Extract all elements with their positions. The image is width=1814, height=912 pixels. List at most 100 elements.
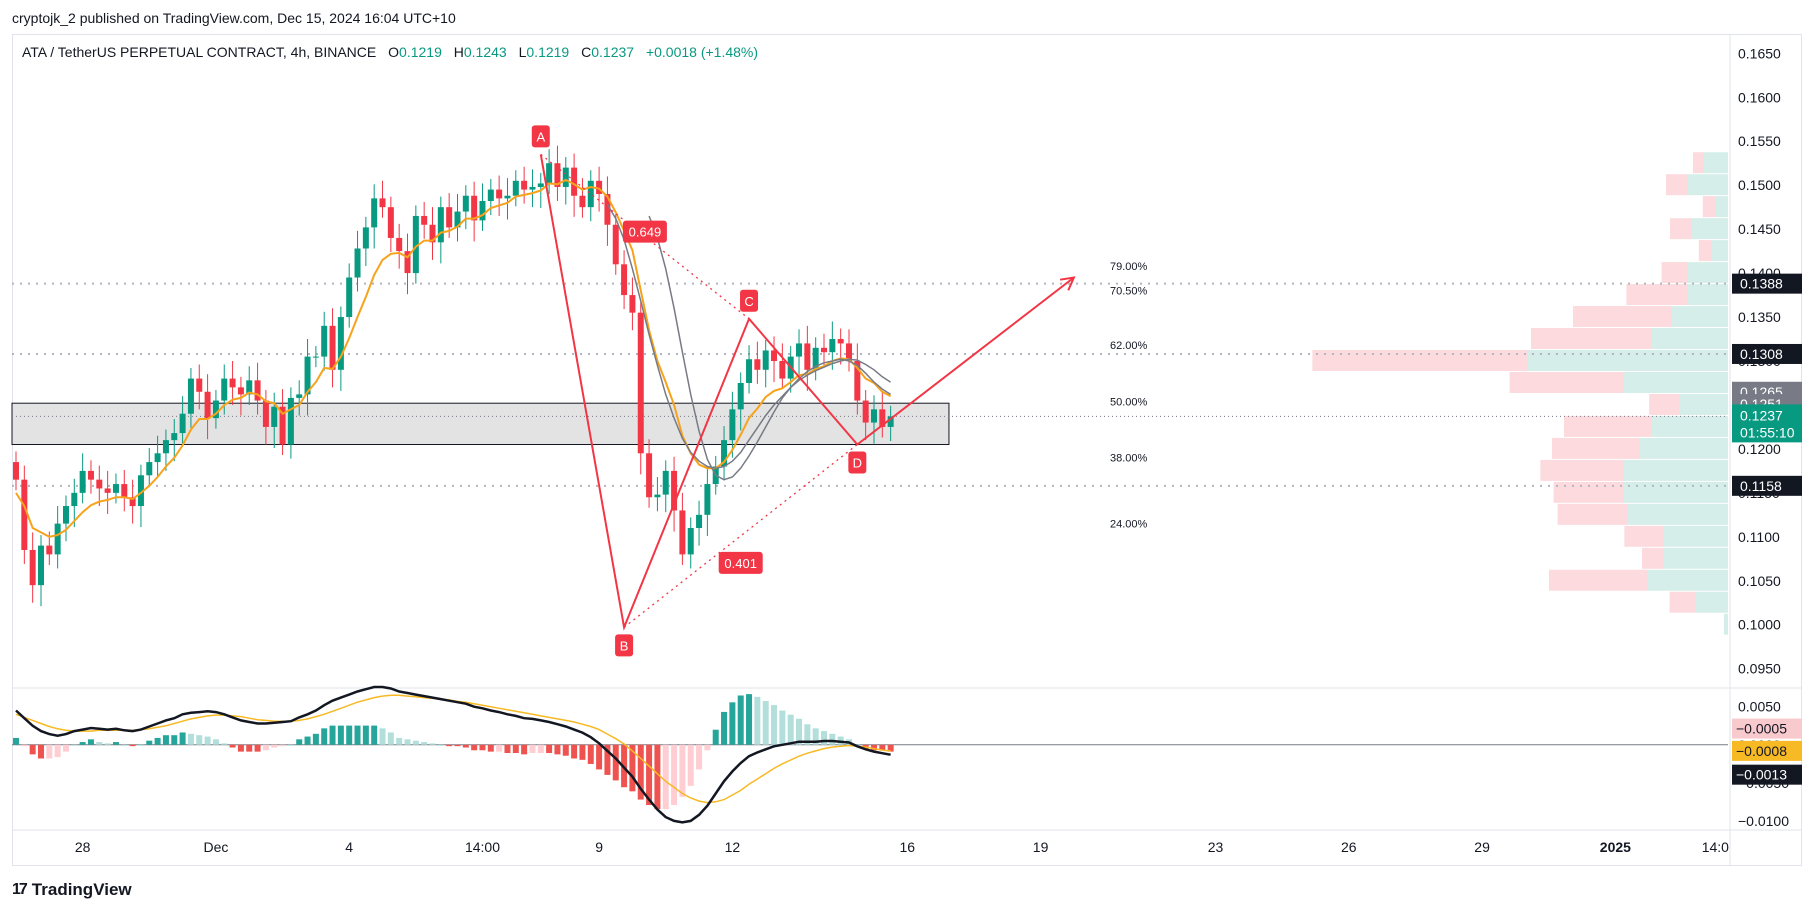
- chart-frame: [12, 34, 1802, 866]
- candle-body: [629, 295, 636, 313]
- macd-line: [15, 685, 891, 824]
- candle-body: [562, 167, 569, 187]
- macd-histogram-bar: [71, 744, 78, 746]
- time-axis-tick: 12: [725, 839, 741, 855]
- macd-histogram-bar: [637, 744, 644, 800]
- macd-value-label: −0.0008: [1736, 743, 1787, 759]
- candle-body: [762, 350, 769, 370]
- candle-body: [579, 195, 586, 208]
- harmonic-ratio-badge: [622, 220, 667, 243]
- candle-body: [196, 378, 203, 392]
- macd-histogram-bar: [887, 744, 894, 752]
- candle-body: [237, 387, 244, 395]
- fib-level-label: 38.00%: [1110, 453, 1148, 465]
- candle-body: [271, 406, 278, 427]
- volume-profile-down: [1670, 218, 1692, 240]
- candle-body: [329, 325, 336, 370]
- macd-histogram-bar: [87, 739, 94, 745]
- candle-body: [704, 484, 711, 515]
- candle-body: [554, 163, 561, 187]
- macd-histogram-bar: [654, 744, 661, 810]
- candle-body: [421, 215, 428, 225]
- volume-profile-down: [1552, 437, 1640, 459]
- macd-histogram-bar: [362, 725, 369, 745]
- price-axis-tick: 0.1000: [1738, 617, 1781, 633]
- macd-histogram-bar: [104, 743, 111, 745]
- macd-histogram-bar: [337, 725, 344, 745]
- macd-histogram-bar: [462, 744, 469, 748]
- macd-histogram-bar: [346, 725, 353, 745]
- time-axis-tick: 9: [595, 839, 603, 855]
- price-tag: [1732, 273, 1802, 294]
- volume-profile-down: [1626, 284, 1688, 306]
- volume-profile-up: [1688, 262, 1728, 284]
- macd-axis-tick: 0.0050: [1738, 699, 1781, 715]
- time-axis-tick: 23: [1208, 839, 1224, 855]
- candle-body: [746, 359, 753, 383]
- watermark-text: TradingView: [31, 880, 132, 899]
- volume-profile-up: [1688, 284, 1728, 306]
- macd-histogram-bar: [562, 744, 569, 756]
- candle-body: [779, 361, 786, 379]
- time-axis-tick: 14:00: [465, 839, 500, 855]
- macd-histogram-bar: [96, 742, 103, 745]
- volume-profile-up: [1724, 613, 1728, 635]
- macd-histogram-bar: [521, 744, 528, 755]
- candle-body: [154, 453, 161, 463]
- volume-profile-up: [1680, 393, 1728, 415]
- price-axis-tick: 0.1350: [1738, 309, 1781, 325]
- macd-histogram-bar: [54, 744, 61, 758]
- macd-histogram-bar: [13, 737, 19, 745]
- macd-histogram-bar: [679, 744, 686, 797]
- price-axis-tick: 0.1600: [1738, 89, 1781, 105]
- macd-histogram-bar: [787, 714, 794, 745]
- macd-histogram-bar: [154, 737, 161, 745]
- open-value: 0.1219: [399, 44, 442, 60]
- volume-profile-up: [1664, 525, 1728, 547]
- candle-body: [612, 224, 619, 265]
- candle-body: [504, 195, 511, 199]
- candle-body: [804, 343, 811, 370]
- macd-histogram-bar: [187, 733, 194, 745]
- macd-histogram-bar: [146, 740, 153, 745]
- macd-histogram-bar: [612, 744, 619, 781]
- projection-arrow-line: [856, 276, 1075, 446]
- macd-value-tag: [1732, 718, 1802, 739]
- candle-body: [96, 479, 103, 489]
- candle-body: [454, 211, 461, 228]
- candle-body: [396, 237, 403, 252]
- macd-histogram-bar: [870, 744, 877, 751]
- volume-profile-down: [1312, 350, 1528, 371]
- candle-body: [46, 545, 53, 555]
- high-value: 0.1243: [463, 44, 507, 60]
- macd-histogram-bar: [554, 744, 561, 755]
- candle-body: [604, 193, 611, 225]
- macd-histogram-bar: [387, 732, 394, 745]
- candle-body: [737, 382, 744, 410]
- macd-histogram-bar: [29, 744, 36, 755]
- macd-histogram-bar: [246, 744, 253, 752]
- candle-body: [321, 325, 328, 357]
- volume-profile-down: [1698, 240, 1712, 262]
- candle-body: [296, 394, 303, 398]
- macd-histogram-bar: [321, 728, 328, 745]
- volume-profile-up: [1696, 591, 1728, 613]
- volume-profile-down: [1540, 459, 1624, 481]
- candle-body: [404, 251, 411, 274]
- harmonic-ratio-badge: [718, 551, 763, 574]
- candle-body: [179, 413, 186, 434]
- candle-body: [104, 488, 111, 493]
- candle-body: [687, 528, 694, 555]
- macd-histogram-bar: [396, 737, 403, 745]
- macd-histogram-bar: [404, 739, 411, 745]
- time-axis-tick: 2025: [1600, 839, 1631, 855]
- candle-body: [112, 484, 119, 493]
- candle-body: [696, 514, 703, 529]
- macd-histogram-bar: [529, 744, 536, 753]
- candle-body: [54, 523, 61, 555]
- macd-histogram-bar: [229, 744, 236, 748]
- tradingview-watermark[interactable]: 17 TradingView: [12, 880, 132, 900]
- time-axis-tick: 28: [75, 839, 91, 855]
- candle-body: [229, 378, 236, 388]
